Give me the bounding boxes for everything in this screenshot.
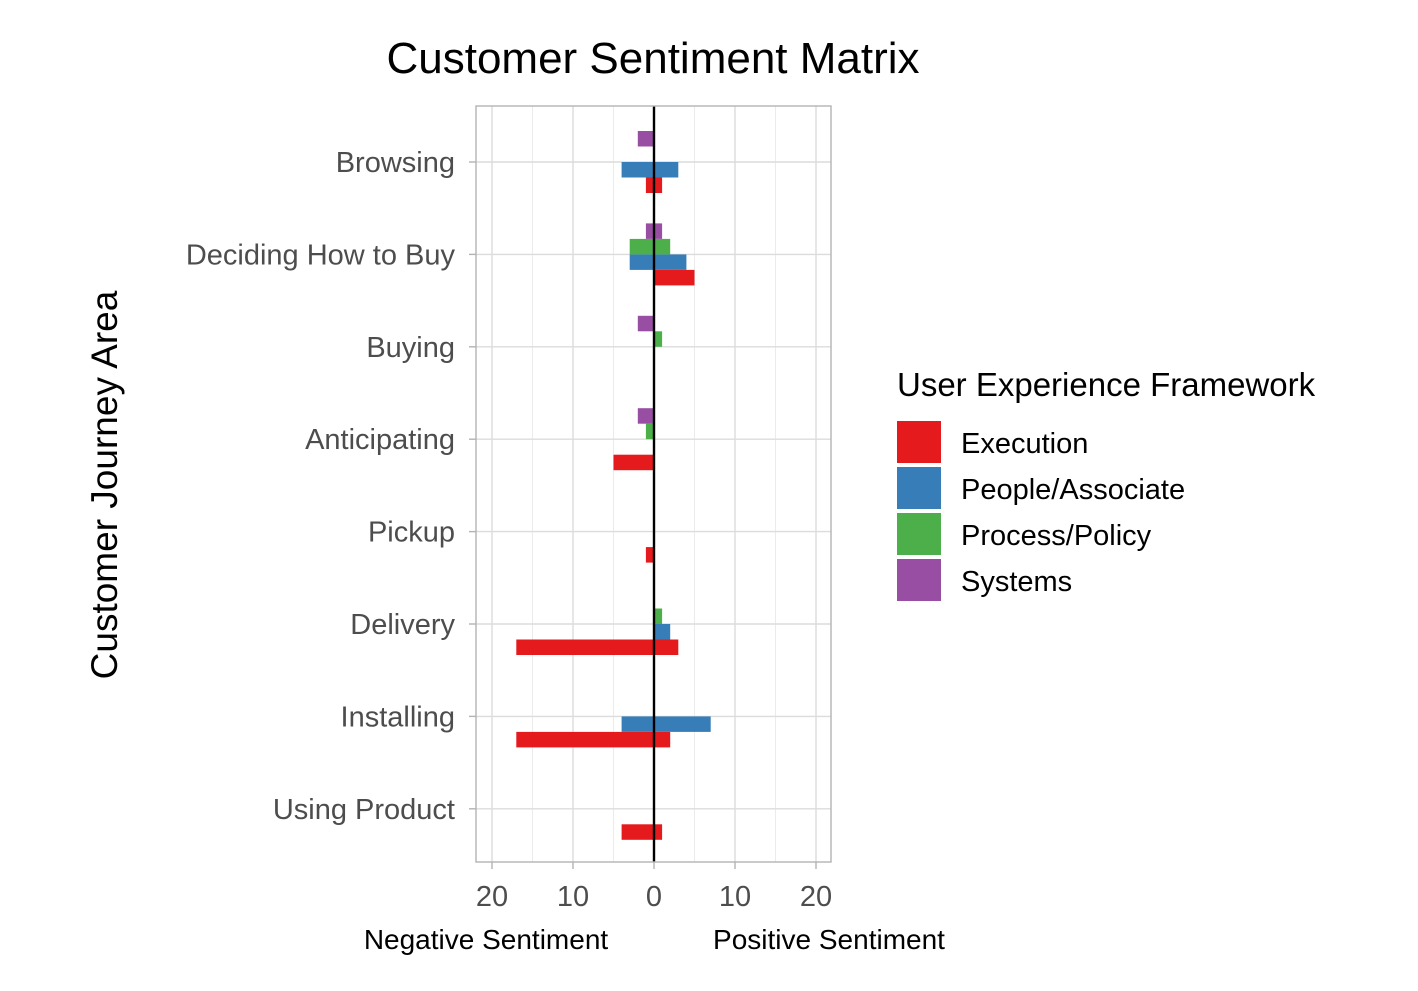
bar-execution-6 [516,731,671,748]
bar-people-associate-5 [654,624,671,640]
bar-process-policy-5 [654,608,663,624]
x-tick-label: 10 [719,881,751,913]
legend-label: Systems [961,566,1072,598]
bar-execution-1 [654,269,695,286]
y-tick-label: Buying [366,332,455,364]
x-axis-label-negative: Negative Sentiment [364,924,609,955]
y-tick-label: Delivery [350,609,455,641]
y-tick-label: Installing [341,701,455,733]
legend-label: People/Associate [961,474,1185,506]
x-tick-label: 10 [557,881,589,913]
y-tick-label: Anticipating [305,424,455,456]
y-axis-ticks: Browsing Deciding How to Buy Buying Anticip… [186,147,476,826]
legend-swatch [897,559,941,601]
bar-execution-4 [645,547,654,563]
x-axis-ticks: 20 10 0 10 20 [476,862,832,913]
legend-swatch [897,467,941,509]
bar-execution-3 [613,454,654,471]
bar-people-associate-1 [629,254,687,270]
x-tick-label: 20 [476,881,508,913]
bar-people-associate-6 [621,716,711,732]
bars [516,131,711,840]
chart-title: Customer Sentiment Matrix [386,34,919,83]
bar-systems-0 [637,131,654,147]
bar-execution-7 [621,824,663,840]
legend-swatch [897,513,941,555]
y-tick-label: Browsing [336,147,455,179]
legend-swatch [897,421,941,463]
y-axis-label: Customer Journey Area [84,290,125,679]
x-axis-label-positive: Positive Sentiment [713,924,945,955]
legend-label: Process/Policy [961,520,1152,552]
y-tick-label: Pickup [368,517,455,549]
x-tick-label: 20 [800,881,832,913]
legend-label: Execution [961,428,1088,460]
bar-process-policy-3 [645,423,654,440]
y-tick-label: Deciding How to Buy [186,239,456,271]
legend-title: User Experience Framework [897,366,1316,403]
bar-execution-5 [516,639,679,655]
x-tick-label: 0 [646,881,662,913]
bar-process-policy-2 [654,331,663,347]
bar-systems-3 [637,408,654,424]
bar-systems-2 [637,315,654,332]
bar-people-associate-0 [621,162,679,178]
bar-process-policy-1 [629,238,671,255]
y-tick-label: Using Product [273,794,455,826]
legend: User Experience Framework Execution Peopl… [897,366,1316,601]
